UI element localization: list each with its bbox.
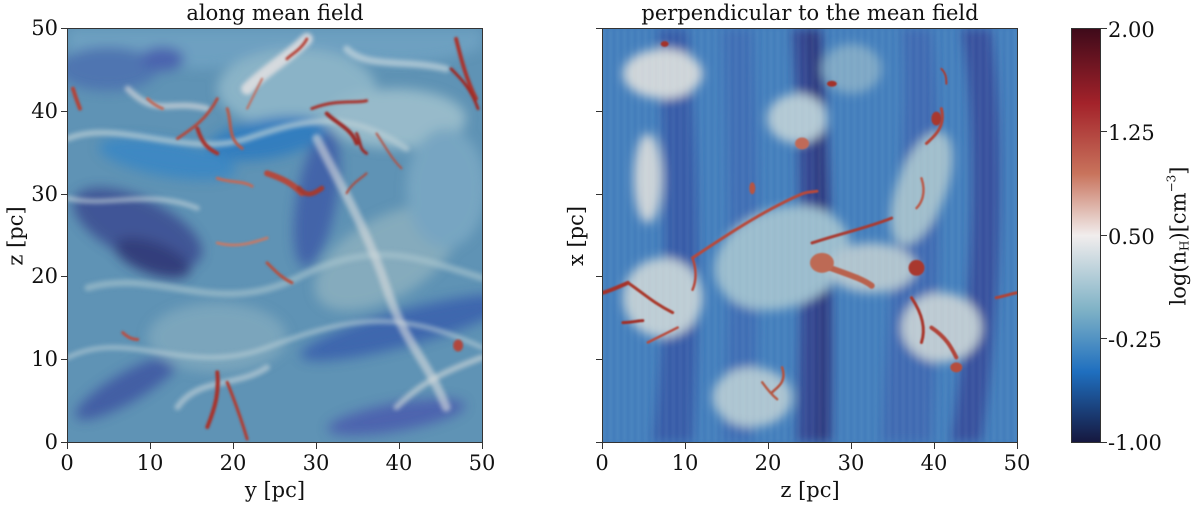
x-tick — [482, 443, 483, 449]
colorbar-tick-label: 0.50 — [1108, 225, 1155, 249]
colorbar-tick-label: -0.25 — [1108, 328, 1162, 352]
x-tick — [685, 443, 686, 449]
left-density-map — [67, 28, 483, 443]
right-y-axis-label: x [pc] — [564, 205, 589, 267]
y-tick — [596, 111, 602, 112]
y-tick-label: 30 — [31, 182, 58, 206]
colorbar-label-unit: )[cm — [1166, 192, 1191, 241]
colorbar-label-subscript: H — [1177, 240, 1192, 251]
x-tick — [934, 443, 935, 449]
x-tick-label: 20 — [219, 451, 247, 475]
x-tick-label: 0 — [60, 451, 74, 475]
y-tick — [596, 276, 602, 277]
colorbar-label-end: ] — [1166, 166, 1191, 175]
y-tick-label: 40 — [31, 99, 58, 123]
x-tick-label: 50 — [468, 451, 496, 475]
colorbar-label-exponent: −3 — [1164, 174, 1179, 193]
left-x-axis-label: y [pc] — [244, 478, 306, 502]
colorbar-tick-label: -1.00 — [1108, 431, 1162, 455]
colorbar-label-main: log(n — [1166, 250, 1191, 306]
y-tick — [61, 442, 67, 443]
x-tick-label: 0 — [595, 451, 609, 475]
right-density-image — [603, 29, 1017, 442]
x-tick — [233, 443, 234, 449]
y-tick-label: 10 — [31, 347, 58, 371]
colorbar-label: log(nH)[cm−3] — [1165, 167, 1192, 306]
x-tick — [316, 443, 317, 449]
right-x-axis-label: z [pc] — [780, 478, 840, 502]
y-tick-label: 0 — [44, 430, 58, 454]
y-tick-label: 50 — [31, 16, 58, 40]
x-tick-label: 40 — [385, 451, 413, 475]
colorbar-tick-label: 1.25 — [1108, 121, 1155, 145]
y-tick — [596, 28, 602, 29]
colorbar-tick — [1101, 28, 1107, 29]
x-tick-label: 20 — [754, 451, 782, 475]
right-panel-title: perpendicular to the mean field — [641, 1, 979, 25]
colorbar-tick — [1101, 338, 1107, 339]
y-tick — [61, 28, 67, 29]
x-tick-label: 30 — [302, 451, 330, 475]
x-tick — [602, 443, 603, 449]
colorbar-tick-label: 2.00 — [1108, 18, 1155, 42]
x-tick — [399, 443, 400, 449]
colorbar-tick — [1101, 131, 1107, 132]
y-tick — [596, 194, 602, 195]
y-tick — [61, 194, 67, 195]
x-tick — [768, 443, 769, 449]
x-tick-label: 30 — [837, 451, 865, 475]
left-panel-title: along mean field — [186, 1, 364, 25]
y-tick — [596, 359, 602, 360]
x-tick — [851, 443, 852, 449]
right-density-map — [602, 28, 1018, 443]
y-tick — [61, 359, 67, 360]
x-tick-label: 40 — [920, 451, 948, 475]
y-tick — [61, 276, 67, 277]
left-density-image — [68, 29, 482, 442]
colorbar-tick — [1101, 442, 1107, 443]
left-y-axis-label: z [pc] — [3, 206, 28, 266]
y-tick — [61, 111, 67, 112]
colorbar-tick — [1101, 235, 1107, 236]
x-tick-label: 50 — [1003, 451, 1031, 475]
x-tick-label: 10 — [671, 451, 699, 475]
x-tick — [150, 443, 151, 449]
y-tick-label: 20 — [31, 264, 58, 288]
x-tick — [67, 443, 68, 449]
x-tick-label: 10 — [136, 451, 164, 475]
y-tick — [596, 442, 602, 443]
colorbar — [1071, 28, 1101, 443]
x-tick — [1017, 443, 1018, 449]
